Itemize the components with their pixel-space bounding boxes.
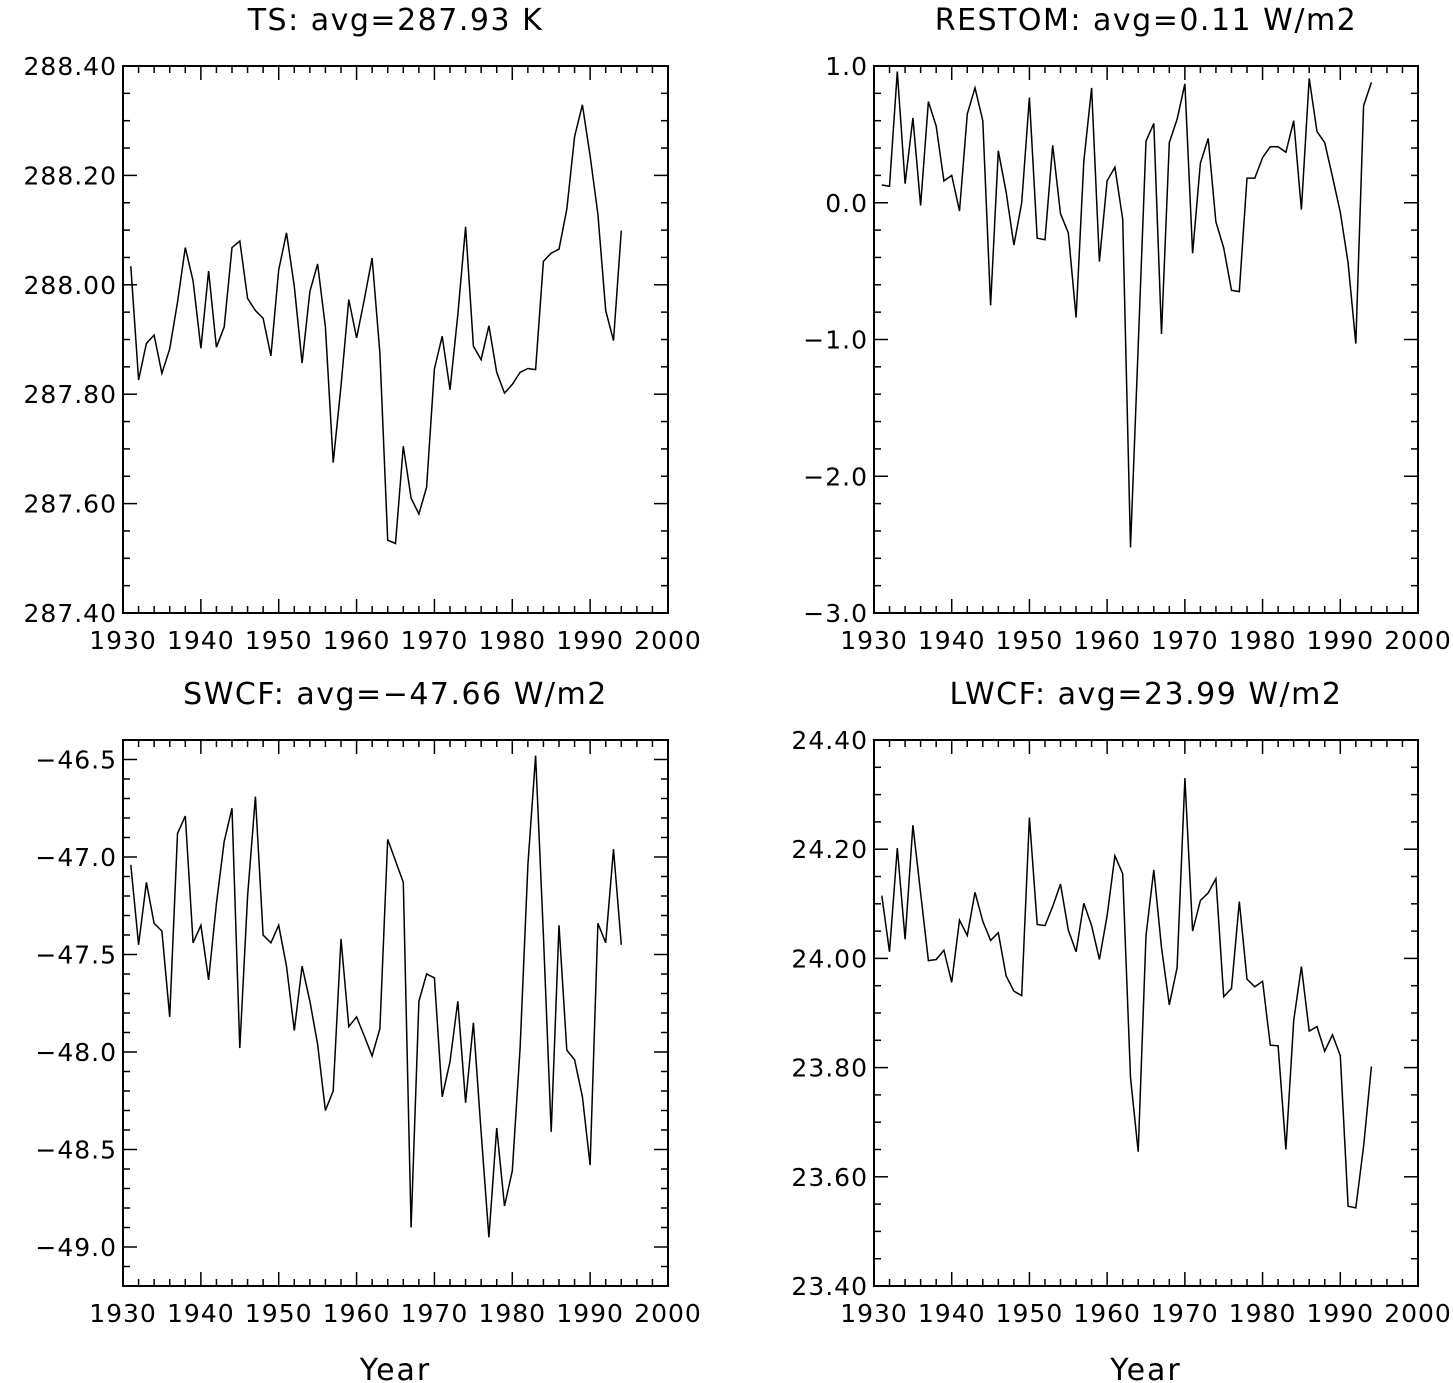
panel-ts: TS: avg=287.93 K 1930 1940 1950 1960 1970 198… (24, 3, 702, 655)
y-tick-label: 1.0 (825, 52, 868, 81)
x-tick-label: 1940 (918, 1299, 986, 1328)
x-tick-label: 1940 (918, 626, 986, 655)
series-line (130, 755, 623, 1238)
x-axis: 1930 1940 1950 1960 1970 1980 1990 2000 (89, 66, 702, 655)
x-tick-label: 1960 (1073, 1299, 1141, 1328)
y-tick-label: 24.20 (791, 835, 868, 864)
y-tick-label: −3.0 (803, 599, 868, 628)
x-tick-label: 1930 (840, 1299, 908, 1328)
x-axis-title: Year (1109, 1353, 1182, 1383)
x-axis: 1930 1940 1950 1960 1970 1980 1990 2000 (840, 740, 1452, 1328)
x-tick-label: 1950 (245, 1299, 313, 1328)
y-tick-label: 287.60 (24, 490, 117, 519)
y-tick-label: 287.80 (24, 380, 117, 409)
x-tick-label: 2000 (634, 1299, 702, 1328)
y-tick-label: 0.0 (825, 189, 868, 218)
y-tick-label: 288.20 (24, 161, 117, 190)
y-tick-label: −48.5 (35, 1136, 117, 1165)
y-tick-label: 23.80 (791, 1054, 868, 1083)
x-tick-label: 1930 (840, 626, 908, 655)
x-tick-label: 1990 (1306, 1299, 1374, 1328)
x-axis-title: Year (359, 1353, 432, 1383)
x-tick-label: 1960 (323, 1299, 391, 1328)
y-tick-label: 24.40 (791, 726, 868, 755)
x-tick-label: 1960 (1073, 626, 1141, 655)
x-tick-label: 1950 (996, 626, 1064, 655)
y-tick-label: 23.60 (791, 1163, 868, 1192)
y-tick-label: −2.0 (803, 462, 868, 491)
x-tick-label: 1970 (401, 1299, 469, 1328)
x-tick-label: 1980 (1229, 1299, 1297, 1328)
y-axis: 287.40 287.60 287.80 288.00 288.20 288.40 (24, 52, 668, 628)
y-tick-label: −49.0 (35, 1233, 117, 1262)
x-tick-label: 1930 (89, 1299, 157, 1328)
x-tick-label: 1960 (323, 626, 391, 655)
y-tick-label: −47.5 (35, 941, 117, 970)
x-axis: 1930 1940 1950 1960 1970 1980 1990 2000 (840, 66, 1452, 655)
x-tick-label: 1970 (1151, 626, 1219, 655)
panel-title: RESTOM: avg=0.11 W/m2 (935, 3, 1358, 38)
plot-frame (873, 739, 1419, 1287)
panel-title: SWCF: avg=−47.66 W/m2 (183, 677, 608, 712)
y-axis: −3.0 −2.0 −1.0 0.0 1.0 (803, 52, 1418, 628)
panel-swcf: SWCF: avg=−47.66 W/m2 1930 1940 1950 1960 19… (35, 677, 702, 1383)
y-axis: 23.40 23.60 23.80 24.00 24.20 24.40 (791, 726, 1418, 1301)
panel-title: LWCF: avg=23.99 W/m2 (950, 677, 1343, 712)
panel-restom: RESTOM: avg=0.11 W/m2 1930 1940 1950 1960 19… (803, 3, 1452, 655)
y-tick-label: 24.00 (791, 944, 868, 973)
series-line (881, 778, 1373, 1209)
x-tick-label: 2000 (1384, 1299, 1452, 1328)
x-tick-label: 1950 (245, 626, 313, 655)
series-line (881, 71, 1373, 548)
x-tick-label: 1990 (556, 626, 624, 655)
x-tick-label: 1940 (167, 1299, 235, 1328)
y-tick-label: −46.5 (35, 746, 117, 775)
x-tick-label: 1950 (996, 1299, 1064, 1328)
x-tick-label: 1980 (478, 626, 546, 655)
y-tick-label: −48.0 (35, 1038, 117, 1067)
plot-frame (122, 739, 669, 1287)
y-tick-label: 288.00 (24, 271, 117, 300)
x-tick-label: 1970 (1151, 1299, 1219, 1328)
x-tick-label: 1930 (89, 626, 157, 655)
y-tick-label: 288.40 (24, 52, 117, 81)
x-tick-label: 1990 (556, 1299, 624, 1328)
panel-lwcf: LWCF: avg=23.99 W/m2 1930 1940 1950 1960 197… (791, 677, 1452, 1383)
y-axis: −49.0 −48.5 −48.0 −47.5 −47.0 −46.5 (35, 739, 668, 1287)
y-tick-label: −47.0 (35, 843, 117, 872)
y-tick-label: 23.40 (791, 1272, 868, 1301)
x-tick-label: 2000 (1384, 626, 1452, 655)
y-tick-label: −1.0 (803, 326, 868, 355)
x-tick-label: 1940 (167, 626, 235, 655)
x-axis: 1930 1940 1950 1960 1970 1980 1990 2000 (89, 740, 702, 1328)
panel-title: TS: avg=287.93 K (247, 3, 544, 38)
y-tick-label: 287.40 (24, 599, 117, 628)
x-tick-label: 1990 (1306, 626, 1374, 655)
x-tick-label: 1980 (1229, 626, 1297, 655)
x-tick-label: 1970 (401, 626, 469, 655)
x-tick-label: 1980 (478, 1299, 546, 1328)
plot-frame (122, 65, 669, 614)
series-line (130, 104, 623, 545)
x-tick-label: 2000 (634, 626, 702, 655)
